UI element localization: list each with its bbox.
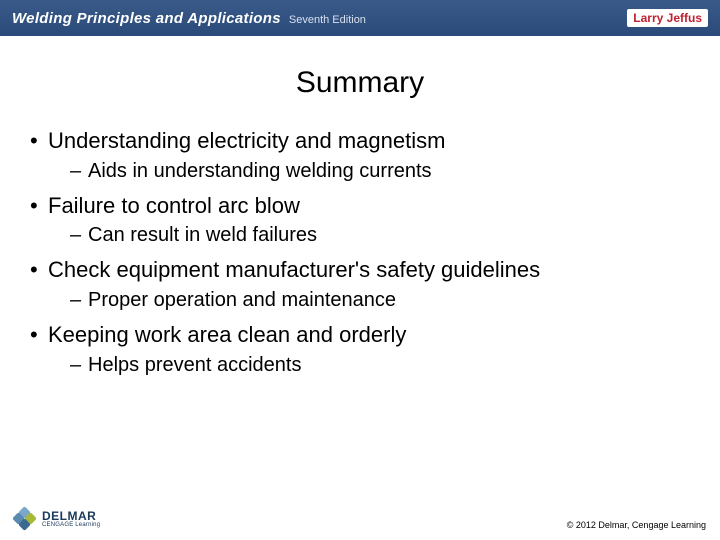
bullet-item: Understanding electricity and magnetism … (28, 126, 692, 185)
header-left: Welding Principles and Applications Seve… (12, 10, 366, 27)
sub-list: Aids in understanding welding currents (48, 158, 692, 185)
delmar-logo-icon (14, 508, 36, 530)
bullet-item: Keeping work area clean and orderly Help… (28, 320, 692, 379)
sub-item: Helps prevent accidents (48, 352, 692, 379)
bullet-text: Keeping work area clean and orderly (48, 322, 406, 347)
bullet-item: Check equipment manufacturer's safety gu… (28, 255, 692, 314)
sub-list: Can result in weld failures (48, 222, 692, 249)
book-title: Welding Principles and Applications (12, 10, 281, 27)
copyright-text: © 2012 Delmar, Cengage Learning (567, 520, 706, 530)
slide-title: Summary (0, 66, 720, 100)
sub-item: Aids in understanding welding currents (48, 158, 692, 185)
bullet-list: Understanding electricity and magnetism … (28, 126, 692, 379)
edition-label: Seventh Edition (289, 14, 366, 26)
publisher-logo: DELMAR CENGAGE Learning (14, 508, 100, 530)
logo-subtitle: CENGAGE Learning (42, 522, 100, 528)
header-bar: Welding Principles and Applications Seve… (0, 0, 720, 36)
author-wrap: Larry Jeffus (627, 9, 708, 27)
bullet-text: Understanding electricity and magnetism (48, 128, 445, 153)
bullet-item: Failure to control arc blow Can result i… (28, 191, 692, 250)
sub-list: Proper operation and maintenance (48, 287, 692, 314)
footer: DELMAR CENGAGE Learning © 2012 Delmar, C… (0, 492, 720, 540)
sub-item: Can result in weld failures (48, 222, 692, 249)
slide-content: Understanding electricity and magnetism … (0, 126, 720, 379)
author-name: Larry Jeffus (627, 9, 708, 27)
bullet-text: Check equipment manufacturer's safety gu… (48, 257, 540, 282)
sub-list: Helps prevent accidents (48, 352, 692, 379)
logo-text: DELMAR CENGAGE Learning (42, 510, 100, 528)
bullet-text: Failure to control arc blow (48, 193, 300, 218)
sub-item: Proper operation and maintenance (48, 287, 692, 314)
logo-name: DELMAR (42, 510, 100, 522)
